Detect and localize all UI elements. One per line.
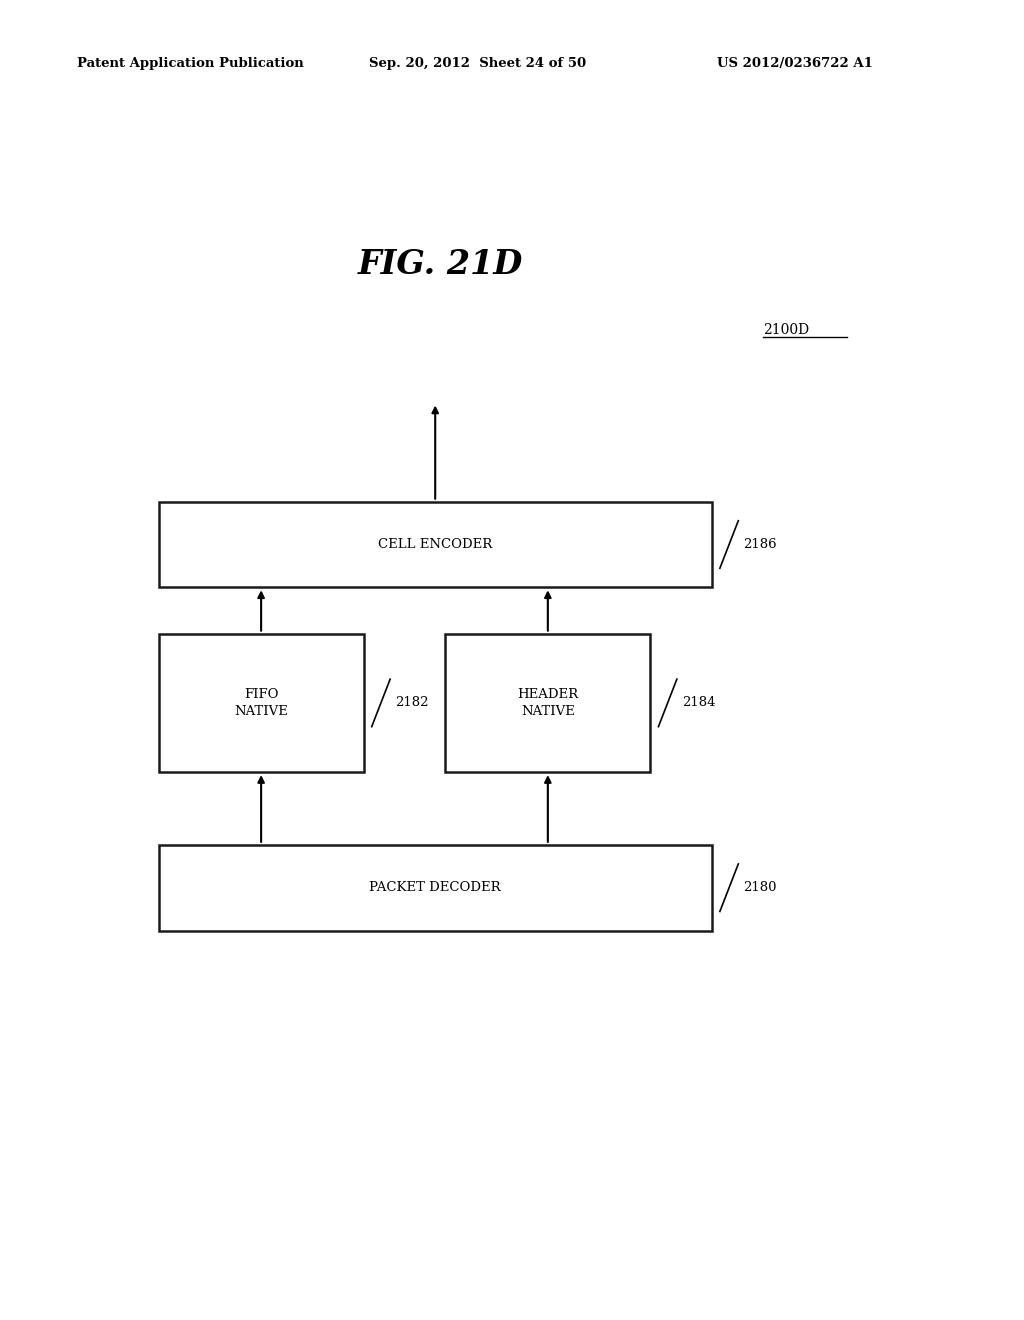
Text: PACKET DECODER: PACKET DECODER bbox=[370, 882, 501, 894]
Text: 2182: 2182 bbox=[395, 697, 429, 709]
Text: Sep. 20, 2012  Sheet 24 of 50: Sep. 20, 2012 Sheet 24 of 50 bbox=[369, 57, 586, 70]
Bar bbox=[159, 634, 364, 772]
Bar bbox=[445, 634, 650, 772]
Text: 2184: 2184 bbox=[682, 697, 716, 709]
Text: 2186: 2186 bbox=[743, 539, 777, 550]
Text: FIFO
NATIVE: FIFO NATIVE bbox=[234, 688, 288, 718]
Bar bbox=[159, 845, 712, 931]
Text: US 2012/0236722 A1: US 2012/0236722 A1 bbox=[717, 57, 872, 70]
Text: FIG. 21D: FIG. 21D bbox=[357, 248, 523, 281]
Text: CELL ENCODER: CELL ENCODER bbox=[378, 539, 493, 550]
Text: 2100D: 2100D bbox=[763, 322, 809, 337]
Text: 2180: 2180 bbox=[743, 882, 777, 894]
Text: Patent Application Publication: Patent Application Publication bbox=[77, 57, 303, 70]
Bar bbox=[159, 502, 712, 587]
Text: HEADER
NATIVE: HEADER NATIVE bbox=[517, 688, 579, 718]
